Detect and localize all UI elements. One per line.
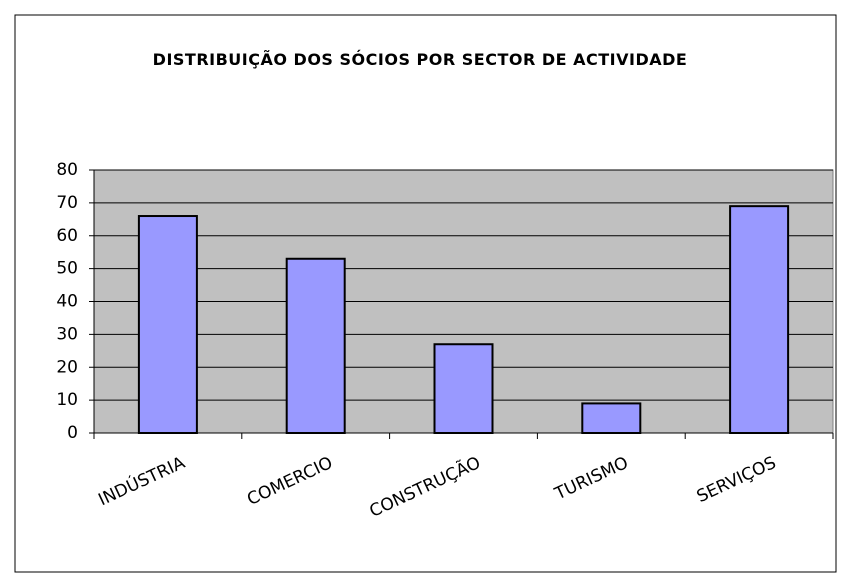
bar [137, 215, 198, 434]
bar [285, 257, 346, 435]
y-tick-label: 60 [56, 226, 78, 246]
bar [581, 402, 642, 435]
y-tick-label: 20 [56, 357, 78, 377]
y-tick-label: 80 [56, 160, 78, 180]
y-tick-label: 50 [56, 259, 78, 279]
chart-title: DISTRIBUIÇÃO DOS SÓCIOS POR SECTOR DE AC… [152, 50, 688, 69]
y-tick-label: 10 [56, 390, 78, 410]
y-tick-label: 0 [67, 423, 78, 443]
y-tick-label: 70 [56, 193, 78, 213]
bar [729, 205, 790, 434]
y-tick-label: 30 [56, 324, 78, 344]
bar [433, 343, 494, 434]
y-tick-label: 40 [56, 292, 78, 312]
